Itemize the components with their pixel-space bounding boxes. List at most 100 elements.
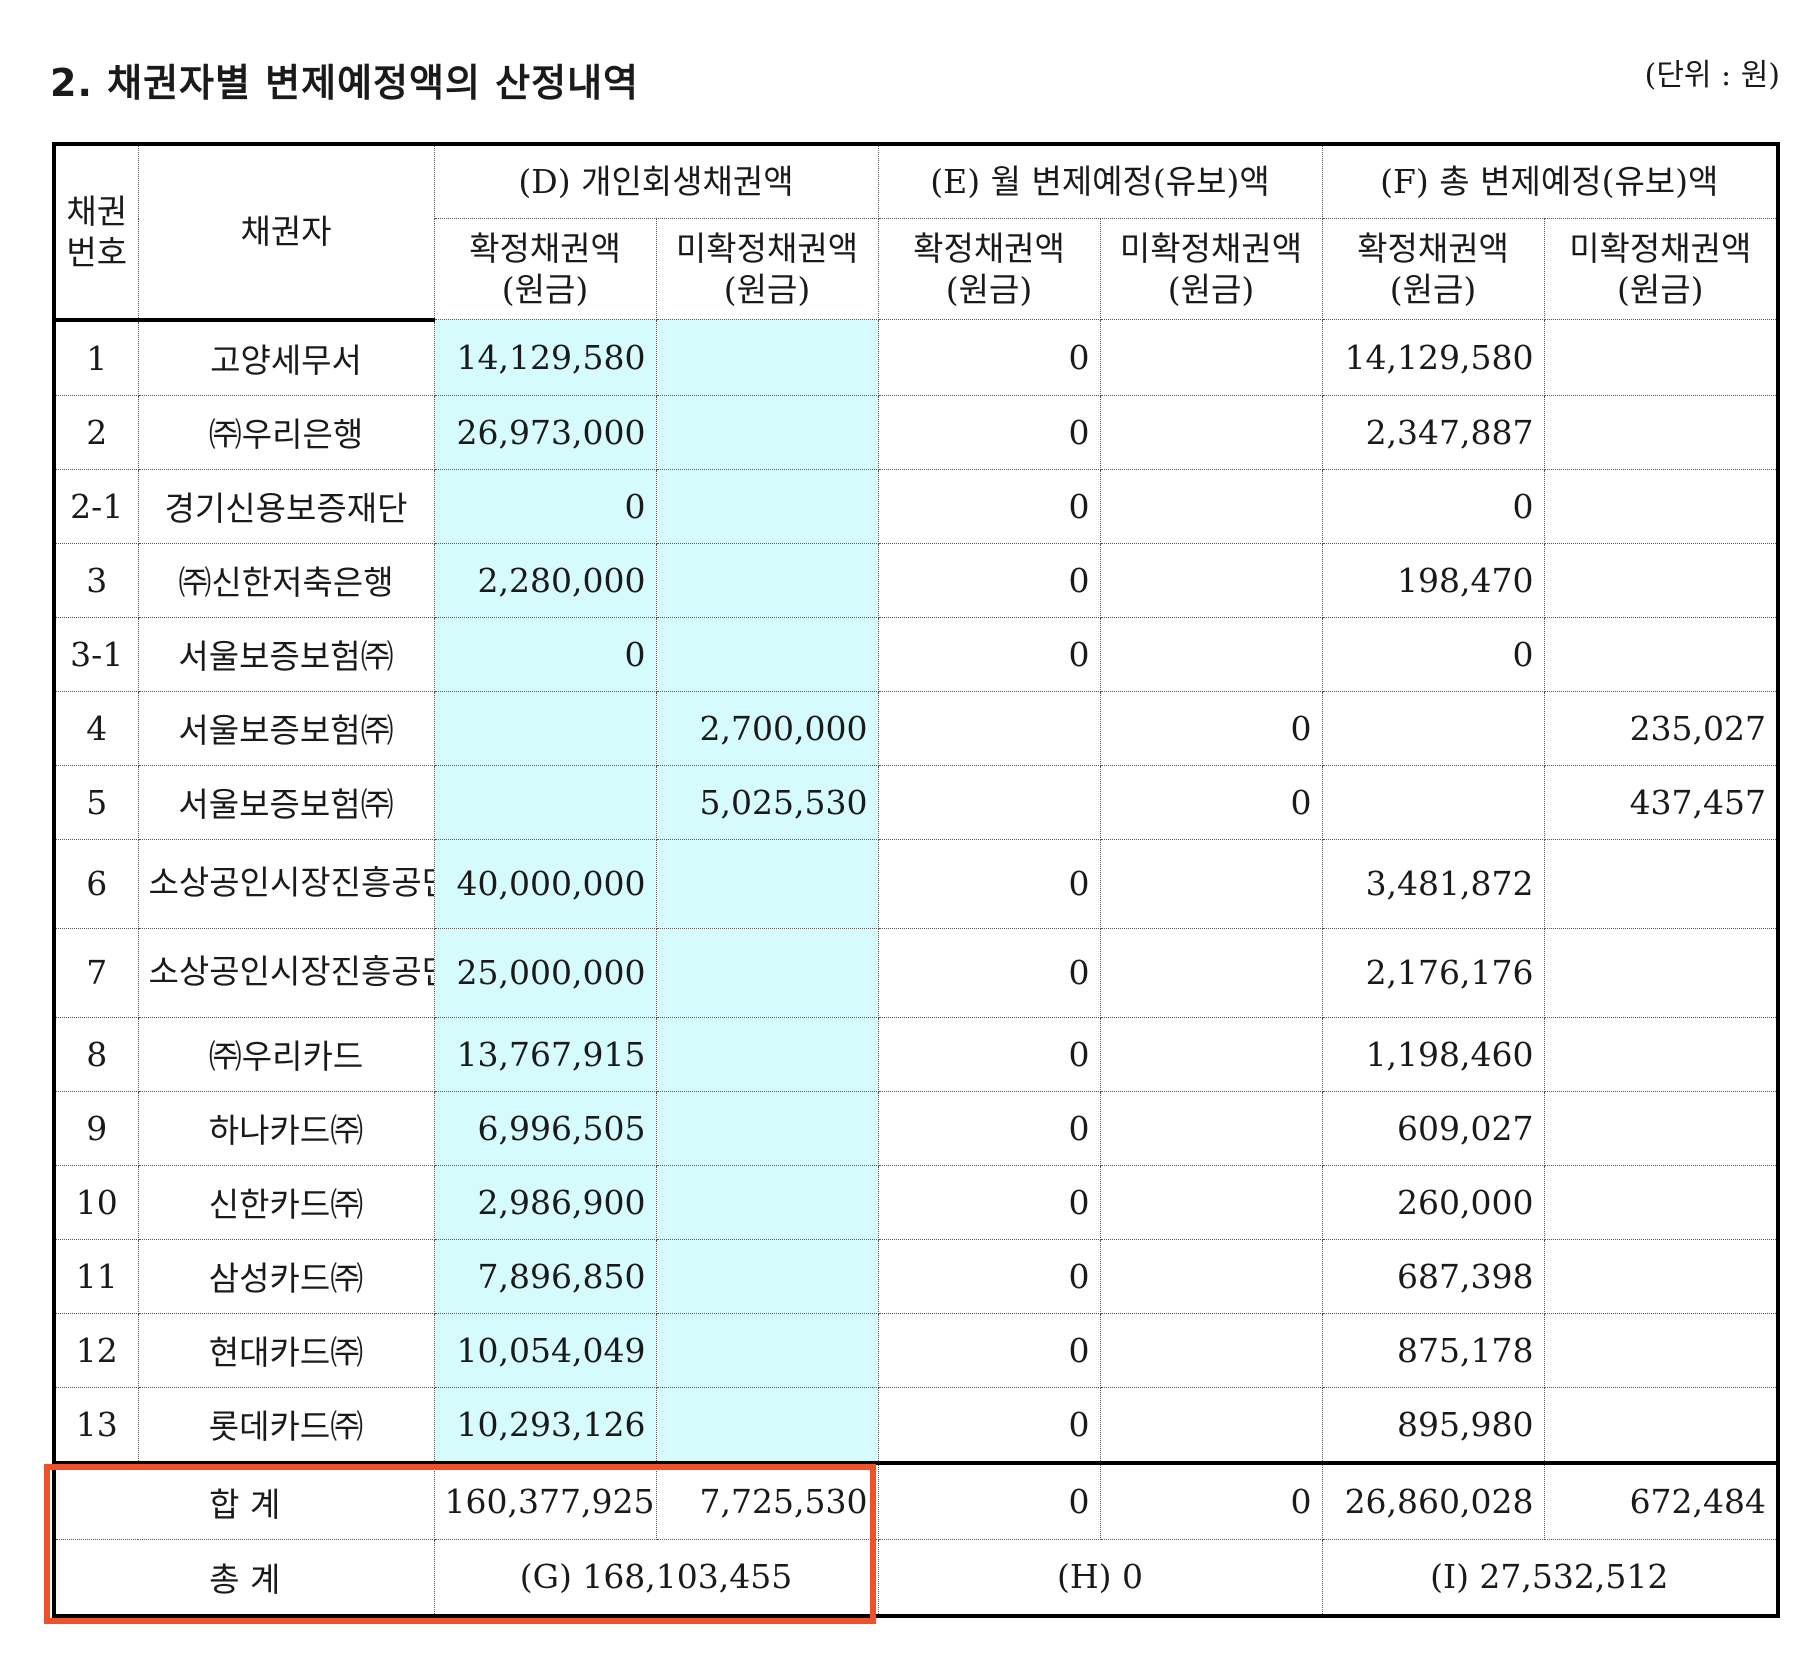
header-e-unconfirmed: 미확정채권액 (원금) bbox=[1099, 218, 1323, 320]
creditor-no-cell: 7 bbox=[53, 927, 139, 1018]
header-d-unconfirmed: 미확정채권액 (원금) bbox=[655, 218, 879, 320]
e-confirmed-cell: 0 bbox=[877, 319, 1101, 396]
e-unconfirmed-cell bbox=[1099, 319, 1323, 396]
d-confirmed-cell: 0 bbox=[433, 468, 657, 544]
d-unconfirmed-cell bbox=[655, 1164, 879, 1240]
e-confirmed-cell: 0 bbox=[877, 838, 1101, 929]
e-unconfirmed-cell bbox=[1099, 542, 1323, 618]
creditor-no-cell: 9 bbox=[53, 1090, 139, 1166]
creditor-no-cell: 12 bbox=[53, 1312, 139, 1388]
f-unconfirmed-cell bbox=[1543, 468, 1779, 544]
table-header: 채권 번호 채권자 (D) 개인회생채권액 (E) 월 변제예정(유보)액 (F… bbox=[53, 143, 1779, 322]
creditor-no-cell: 3 bbox=[53, 542, 139, 618]
f-unconfirmed-cell bbox=[1543, 319, 1779, 396]
sum-e-unconfirmed: 0 bbox=[1099, 1460, 1323, 1540]
creditor-name-cell: 신한카드㈜ bbox=[137, 1164, 435, 1240]
e-unconfirmed-cell bbox=[1099, 468, 1323, 544]
d-unconfirmed-cell bbox=[655, 1090, 879, 1166]
creditor-name-cell: 서울보증보험㈜ bbox=[137, 690, 435, 766]
f-unconfirmed-cell bbox=[1543, 1386, 1779, 1463]
f-unconfirmed-cell bbox=[1543, 394, 1779, 470]
sum-e-confirmed: 0 bbox=[877, 1460, 1101, 1540]
f-unconfirmed-cell bbox=[1543, 616, 1779, 692]
d-confirmed-cell: 2,280,000 bbox=[433, 542, 657, 618]
sum-row: 합 계 160,377,925 7,725,530 0 0 26,860,028… bbox=[53, 1460, 1779, 1540]
f-confirmed-cell: 609,027 bbox=[1321, 1090, 1545, 1166]
e-unconfirmed-cell bbox=[1099, 838, 1323, 929]
d-unconfirmed-cell bbox=[655, 927, 879, 1018]
f-unconfirmed-cell bbox=[1543, 542, 1779, 618]
repayment-schedule-table: 채권 번호 채권자 (D) 개인회생채권액 (E) 월 변제예정(유보)액 (F… bbox=[52, 142, 1781, 1618]
e-unconfirmed-cell bbox=[1099, 394, 1323, 470]
d-unconfirmed-cell bbox=[655, 1016, 879, 1092]
f-confirmed-cell: 14,129,580 bbox=[1321, 319, 1545, 396]
e-confirmed-cell: 0 bbox=[877, 1090, 1101, 1166]
e-confirmed-cell: 0 bbox=[877, 1238, 1101, 1314]
d-unconfirmed-cell bbox=[655, 1386, 879, 1463]
table-row: 3-1 서울보증보험㈜ 0 0 0 bbox=[53, 616, 1779, 692]
e-unconfirmed-cell bbox=[1099, 1016, 1323, 1092]
creditor-name-cell: 서울보증보험㈜ bbox=[137, 616, 435, 692]
e-unconfirmed-cell bbox=[1099, 1312, 1323, 1388]
sum-label: 합 계 bbox=[53, 1460, 435, 1540]
header-f-unconfirmed: 미확정채권액 (원금) bbox=[1543, 218, 1779, 320]
d-unconfirmed-cell bbox=[655, 838, 879, 929]
d-confirmed-cell bbox=[433, 764, 657, 840]
total-i: (I) 27,532,512 bbox=[1321, 1538, 1779, 1616]
table-footer: 합 계 160,377,925 7,725,530 0 0 26,860,028… bbox=[53, 1460, 1779, 1616]
table-row: 6 소상공인시장진흥공단 40,000,000 0 3,481,872 bbox=[53, 838, 1779, 929]
table-row: 5 서울보증보험㈜ 5,025,530 0 437,457 bbox=[53, 764, 1779, 840]
creditor-no-cell: 13 bbox=[53, 1386, 139, 1463]
creditor-name-cell: ㈜신한저축은행 bbox=[137, 542, 435, 618]
e-confirmed-cell: 0 bbox=[877, 468, 1101, 544]
creditor-no-cell: 3-1 bbox=[53, 616, 139, 692]
table-row: 1 고양세무서 14,129,580 0 14,129,580 bbox=[53, 319, 1779, 396]
total-h: (H) 0 bbox=[877, 1538, 1323, 1616]
f-confirmed-cell: 895,980 bbox=[1321, 1386, 1545, 1463]
e-unconfirmed-cell bbox=[1099, 1090, 1323, 1166]
table-row: 9 하나카드㈜ 6,996,505 0 609,027 bbox=[53, 1090, 1779, 1166]
d-unconfirmed-cell bbox=[655, 468, 879, 544]
table-row: 11 삼성카드㈜ 7,896,850 0 687,398 bbox=[53, 1238, 1779, 1314]
e-confirmed-cell: 0 bbox=[877, 927, 1101, 1018]
f-confirmed-cell: 875,178 bbox=[1321, 1312, 1545, 1388]
d-unconfirmed-cell bbox=[655, 542, 879, 618]
f-unconfirmed-cell bbox=[1543, 1238, 1779, 1314]
e-unconfirmed-cell bbox=[1099, 1386, 1323, 1463]
creditor-name-cell: 고양세무서 bbox=[137, 319, 435, 396]
f-unconfirmed-cell bbox=[1543, 838, 1779, 929]
f-confirmed-cell: 3,481,872 bbox=[1321, 838, 1545, 929]
sum-f-unconfirmed: 672,484 bbox=[1543, 1460, 1779, 1540]
f-unconfirmed-cell: 437,457 bbox=[1543, 764, 1779, 840]
e-confirmed-cell: 0 bbox=[877, 394, 1101, 470]
total-g: (G) 168,103,455 bbox=[433, 1538, 879, 1616]
d-confirmed-cell: 10,054,049 bbox=[433, 1312, 657, 1388]
header-group-d: (D) 개인회생채권액 bbox=[433, 143, 879, 219]
f-confirmed-cell: 2,176,176 bbox=[1321, 927, 1545, 1018]
header-creditor-no: 채권 번호 bbox=[53, 143, 139, 322]
d-unconfirmed-cell bbox=[655, 1238, 879, 1314]
sum-d-unconfirmed: 7,725,530 bbox=[655, 1460, 879, 1540]
header-group-f: (F) 총 변제예정(유보)액 bbox=[1321, 143, 1779, 219]
e-unconfirmed-cell bbox=[1099, 1164, 1323, 1240]
f-confirmed-cell: 1,198,460 bbox=[1321, 1016, 1545, 1092]
f-unconfirmed-cell bbox=[1543, 1090, 1779, 1166]
unit-note: (단위 : 원) bbox=[1644, 58, 1780, 93]
f-unconfirmed-cell: 235,027 bbox=[1543, 690, 1779, 766]
creditor-no-cell: 10 bbox=[53, 1164, 139, 1240]
d-confirmed-cell: 0 bbox=[433, 616, 657, 692]
e-confirmed-cell: 0 bbox=[877, 1312, 1101, 1388]
f-unconfirmed-cell bbox=[1543, 1312, 1779, 1388]
d-confirmed-cell: 7,896,850 bbox=[433, 1238, 657, 1314]
creditor-no-cell: 2 bbox=[53, 394, 139, 470]
f-confirmed-cell: 0 bbox=[1321, 468, 1545, 544]
table-row: 12 현대카드㈜ 10,054,049 0 875,178 bbox=[53, 1312, 1779, 1388]
table-row: 2-1 경기신용보증재단 0 0 0 bbox=[53, 468, 1779, 544]
d-confirmed-cell: 10,293,126 bbox=[433, 1386, 657, 1463]
grand-total-row: 총 계 (G) 168,103,455 (H) 0 (I) 27,532,512 bbox=[53, 1538, 1779, 1616]
creditor-name-cell: ㈜우리카드 bbox=[137, 1016, 435, 1092]
e-confirmed-cell: 0 bbox=[877, 1016, 1101, 1092]
header-group-e: (E) 월 변제예정(유보)액 bbox=[877, 143, 1323, 219]
e-unconfirmed-cell: 0 bbox=[1099, 764, 1323, 840]
d-confirmed-cell: 2,986,900 bbox=[433, 1164, 657, 1240]
